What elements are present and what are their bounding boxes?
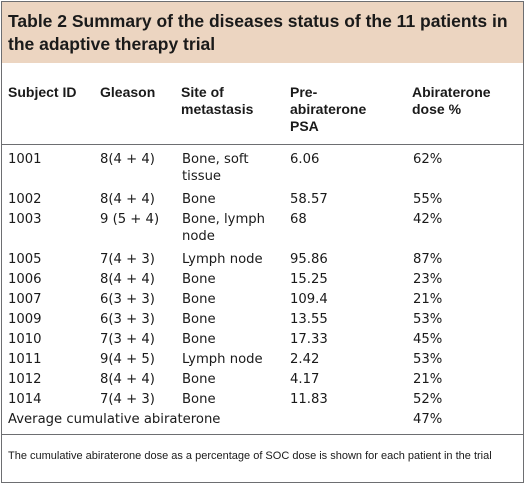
bottom-rule — [2, 434, 523, 435]
cell-site: Lymph node — [182, 352, 263, 367]
cell-dose: 45% — [413, 332, 443, 347]
cell-psa: 109.4 — [290, 292, 328, 307]
cell-subject-id: 1007 — [8, 292, 42, 307]
cell-subject-id: 1005 — [8, 252, 42, 267]
cell-dose: 55% — [413, 192, 443, 207]
cell-site: Bone — [182, 312, 216, 327]
cell-subject-id: 1011 — [8, 352, 42, 367]
cell-dose: 42% — [413, 212, 443, 227]
cell-site: Bone — [182, 392, 216, 407]
cell-dose: 23% — [413, 272, 443, 287]
table-title: Table 2 Summary of the diseases status o… — [8, 11, 508, 54]
header-rule — [2, 144, 523, 145]
cell-dose: 21% — [413, 372, 443, 387]
cell-site: Bone — [182, 332, 216, 347]
cell-psa: 4.17 — [290, 372, 320, 387]
cell-gleason: 8(4 + 4) — [100, 272, 155, 287]
cell-psa: 2.42 — [290, 352, 320, 367]
cell-gleason: 9(4 + 5) — [100, 352, 155, 367]
cell-site: Bone — [182, 192, 216, 207]
cell-psa: 58.57 — [290, 192, 328, 207]
cell-gleason: 8(4 + 4) — [100, 372, 155, 387]
cell-subject-id: 1012 — [8, 372, 42, 387]
cell-site: Bone, lymph — [182, 212, 266, 227]
cell-site: Bone — [182, 272, 216, 287]
cell-gleason: 6(3 + 3) — [100, 312, 155, 327]
cell-gleason: 9 (5 + 4) — [100, 212, 160, 227]
cell-site: Bone, soft — [182, 152, 249, 167]
cell-site: Lymph node — [182, 252, 263, 267]
cell-site: Bone — [182, 292, 216, 307]
cell-subject-id: 1001 — [8, 152, 42, 167]
cell-dose: 53% — [413, 352, 443, 367]
cell-subject-id: 1010 — [8, 332, 42, 347]
cell-gleason: 6(3 + 3) — [100, 292, 155, 307]
cell-gleason: 7(4 + 3) — [100, 392, 155, 407]
header-dose: Abiraterone dose % — [412, 84, 491, 117]
cell-dose: 62% — [413, 152, 443, 167]
cell-psa: 95.86 — [290, 252, 328, 267]
cell-dose: 21% — [413, 292, 443, 307]
cell-gleason: 8(4 + 4) — [100, 192, 155, 207]
cell-dose: 52% — [413, 392, 443, 407]
cell-subject-id: 1014 — [8, 392, 42, 407]
cell-subject-id: 1002 — [8, 192, 42, 207]
cell-dose: 87% — [413, 252, 443, 267]
summary-label: Average cumulative abiraterone — [8, 412, 221, 427]
cell-subject-id: 1003 — [8, 212, 42, 227]
cell-psa: 13.55 — [290, 312, 328, 327]
table-title-band: Table 2 Summary of the diseases status o… — [2, 2, 523, 63]
header-subject-id: Subject ID — [8, 84, 77, 100]
header-site: Site of metastasis — [181, 84, 254, 117]
header-psa: Pre- abiraterone PSA — [290, 84, 367, 134]
cell-subject-id: 1006 — [8, 272, 42, 287]
cell-psa: 15.25 — [290, 272, 328, 287]
summary-dose: 47% — [413, 412, 443, 427]
cell-site-continued: node — [182, 229, 215, 244]
cell-gleason: 7(3 + 4) — [100, 332, 155, 347]
cell-gleason: 7(4 + 3) — [100, 252, 155, 267]
cell-psa: 11.83 — [290, 392, 328, 407]
cell-site-continued: tissue — [182, 169, 222, 184]
table-footnote: The cumulative abiraterone dose as a per… — [8, 450, 492, 462]
cell-subject-id: 1009 — [8, 312, 42, 327]
cell-psa: 6.06 — [290, 152, 320, 167]
header-gleason: Gleason — [100, 84, 156, 100]
cell-psa: 68 — [290, 212, 307, 227]
cell-gleason: 8(4 + 4) — [100, 152, 155, 167]
cell-dose: 53% — [413, 312, 443, 327]
cell-site: Bone — [182, 372, 216, 387]
cell-psa: 17.33 — [290, 332, 328, 347]
